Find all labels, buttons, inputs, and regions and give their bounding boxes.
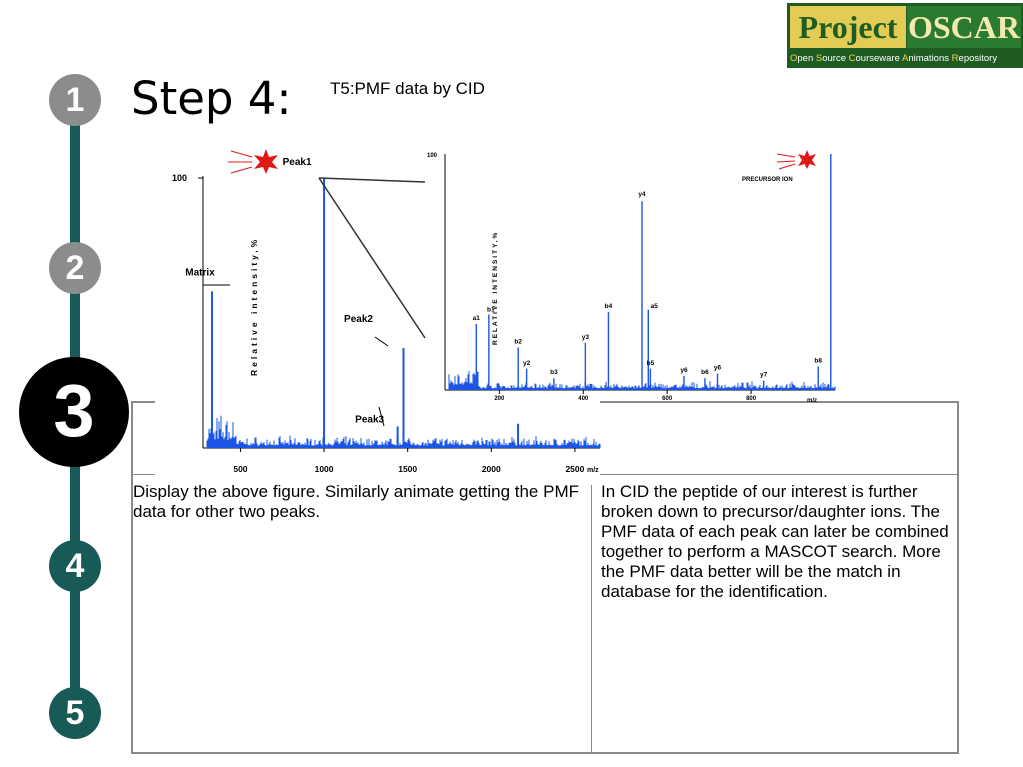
step-5-circle[interactable]: 5 <box>49 687 101 739</box>
animation-instruction-text: Display the above figure. Similarly anim… <box>133 482 579 521</box>
cid-peak-label: b2 <box>514 339 522 346</box>
ms-xtick-label: 1000 <box>315 464 334 474</box>
cid-peak-label: b6 <box>701 369 709 376</box>
ms-xlabel: m/z <box>587 467 599 474</box>
ms-peak-label: Peak3 <box>355 414 384 425</box>
precursor-star-icon <box>776 150 816 170</box>
cid-xtick-label: 200 <box>494 396 505 402</box>
ms-ytick-label: 100 <box>172 173 187 183</box>
peak3-label-leader <box>378 406 385 427</box>
cid-peak-label: y6 <box>680 367 688 374</box>
peak2-label-leader <box>374 336 389 347</box>
ms-spectrum-trace <box>206 415 601 448</box>
slide-subtitle: T5:PMF data by CID <box>330 79 485 98</box>
cid-spectrum-trace <box>448 371 836 390</box>
ms-xtick-label: 500 <box>233 464 247 474</box>
cid-peak-label: b1 <box>487 306 495 313</box>
cid-peak-label: y4 <box>638 191 646 198</box>
cid-peak-label: b5 <box>647 360 655 367</box>
cid-peak-label: y3 <box>582 334 590 341</box>
cid-peak-label: b8 <box>814 357 822 364</box>
cid-peak-label: y7 <box>760 372 768 379</box>
cid-peak-label: b3 <box>550 369 558 376</box>
cid-spectrum-background <box>427 140 855 398</box>
peak1-star-icon <box>228 149 278 174</box>
explanation-text: In CID the peptide of our interest is fu… <box>601 482 949 601</box>
cid-peak-label: y6 <box>714 364 722 371</box>
ms-xtick-label: 2000 <box>482 464 501 474</box>
ms-peak-label: Peak2 <box>344 314 373 325</box>
step-4-circle[interactable]: 4 <box>49 540 101 592</box>
zoom-connector-bottom <box>318 177 426 339</box>
logo-tagline: Open Source Courseware Animations Reposi… <box>790 53 998 64</box>
ms-peak-label: Peak1 <box>283 157 312 168</box>
cid-xtick-label: 800 <box>746 396 757 402</box>
step-1-circle[interactable]: 1 <box>49 74 101 126</box>
cid-peak-label: y2 <box>523 360 531 367</box>
zoom-connector-top <box>318 177 426 183</box>
cid-xtick-label: 600 <box>662 396 673 402</box>
ms-ylabel: Relative intensity,% <box>249 237 259 376</box>
ms-peak-label: Matrix <box>185 267 215 278</box>
step-3-circle-active[interactable]: 3 <box>19 357 129 467</box>
ms-xtick-label: 2500 <box>565 464 584 474</box>
cid-peak-label: b4 <box>605 303 613 310</box>
table-column-divider <box>591 401 592 754</box>
logo-word-project: Project <box>790 6 906 48</box>
cid-ytick-label: 100 <box>427 153 438 159</box>
step-title: Step 4: <box>131 72 292 125</box>
cid-peak-label: a1 <box>473 315 481 322</box>
cid-spectrum-panel: 100 RELATIVE INTENSITY,% m/z 200 400 600 80… <box>427 140 855 404</box>
cid-peak-label: a5 <box>651 303 659 310</box>
logo-word-oscar: OSCAR <box>907 6 1021 48</box>
step-2-circle[interactable]: 2 <box>49 242 101 294</box>
cid-xtick-label: 400 <box>578 396 589 402</box>
cid-spectra-figure: 100 Relative intensity,% m/z 500 1000 1500… <box>155 140 855 485</box>
cid-xlabel: m/z <box>807 398 817 404</box>
precursor-ion-label: PRECURSOR ION <box>742 177 793 183</box>
cid-ylabel: RELATIVE INTENSITY,% <box>492 231 499 345</box>
ms-xtick-label: 1500 <box>398 464 417 474</box>
